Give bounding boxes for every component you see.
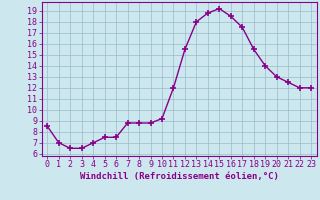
X-axis label: Windchill (Refroidissement éolien,°C): Windchill (Refroidissement éolien,°C): [80, 172, 279, 181]
